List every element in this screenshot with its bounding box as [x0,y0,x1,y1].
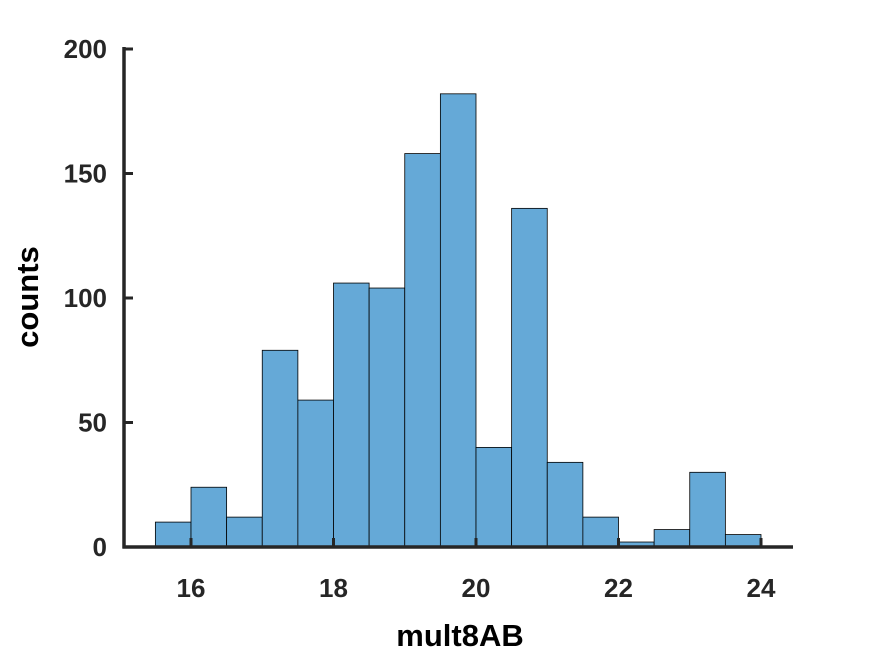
y-tick-label: 200 [64,34,107,64]
histogram-bar [368,287,406,548]
histogram-bar [404,153,441,548]
x-tick-label: 18 [319,573,348,603]
histogram-bar [154,521,192,548]
histogram-bar [261,349,299,548]
histogram-bar [439,93,477,548]
y-tick-label: 50 [78,408,107,438]
x-axis-label: mult8AB [396,618,523,653]
x-tick-label: 16 [177,573,206,603]
histogram-bar [511,207,548,548]
histogram-bar [689,471,726,548]
histogram-bars [154,93,762,548]
y-axis-ticks: 0 50 100 150 200 [64,34,133,562]
histogram-bar [475,446,513,548]
histogram-bar [190,486,228,548]
x-tick-label: 22 [604,573,633,603]
x-tick-label: 20 [462,573,491,603]
x-axis-ticks: 16 18 20 22 24 [177,538,776,603]
y-axis-label: counts [10,246,45,348]
y-tick-label: 0 [93,532,107,562]
histogram-bar [333,282,370,548]
histogram-bar [297,399,334,548]
histogram-bar [724,534,762,548]
x-tick-label: 24 [747,573,776,603]
y-tick-label: 150 [64,159,107,189]
histogram-bar [546,461,584,548]
y-tick-label: 100 [64,283,107,313]
histogram-bar [226,516,263,548]
histogram-bar [653,529,691,548]
histogram-bar [582,516,619,548]
